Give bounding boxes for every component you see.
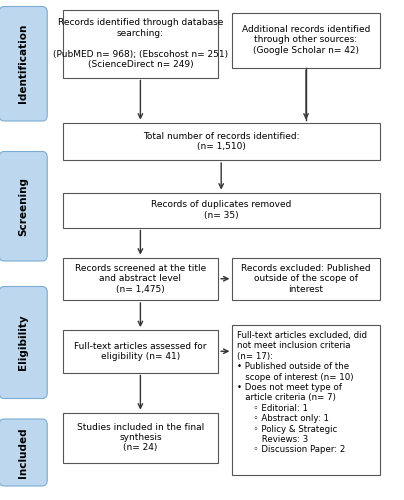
Text: Records excluded: Published
outside of the scope of
interest: Records excluded: Published outside of t… — [241, 264, 371, 294]
FancyBboxPatch shape — [232, 12, 380, 68]
FancyBboxPatch shape — [63, 192, 380, 228]
FancyBboxPatch shape — [232, 325, 380, 475]
FancyBboxPatch shape — [63, 10, 218, 78]
FancyBboxPatch shape — [0, 419, 47, 486]
Text: Total number of records identified:
(n= 1,510): Total number of records identified: (n= … — [143, 132, 299, 151]
Text: Included: Included — [18, 427, 28, 478]
Text: Eligibility: Eligibility — [18, 314, 28, 370]
Text: Full-text articles assessed for
eligibility (n= 41): Full-text articles assessed for eligibil… — [74, 342, 206, 361]
Text: Full-text articles excluded, did
not meet inclusion criteria
(n= 17):
• Publishe: Full-text articles excluded, did not mee… — [237, 331, 367, 454]
Text: Screening: Screening — [18, 177, 28, 236]
Text: Identification: Identification — [18, 24, 28, 103]
FancyBboxPatch shape — [63, 330, 218, 372]
FancyBboxPatch shape — [0, 286, 47, 399]
FancyBboxPatch shape — [63, 122, 380, 160]
Text: Records screened at the title
and abstract level
(n= 1,475): Records screened at the title and abstra… — [75, 264, 206, 294]
Text: Additional records identified
through other sources:
(Google Scholar n= 42): Additional records identified through ot… — [242, 25, 370, 55]
Text: Records identified through database
searching:

(PubMED n= 968); (Ebscohost n= 2: Records identified through database sear… — [53, 18, 228, 69]
Text: Studies included in the final
synthesis
(n= 24): Studies included in the final synthesis … — [77, 422, 204, 452]
FancyBboxPatch shape — [0, 6, 47, 121]
Text: Records of duplicates removed
(n= 35): Records of duplicates removed (n= 35) — [151, 200, 291, 220]
FancyBboxPatch shape — [232, 258, 380, 300]
FancyBboxPatch shape — [63, 258, 218, 300]
FancyBboxPatch shape — [63, 412, 218, 463]
FancyBboxPatch shape — [0, 152, 47, 261]
